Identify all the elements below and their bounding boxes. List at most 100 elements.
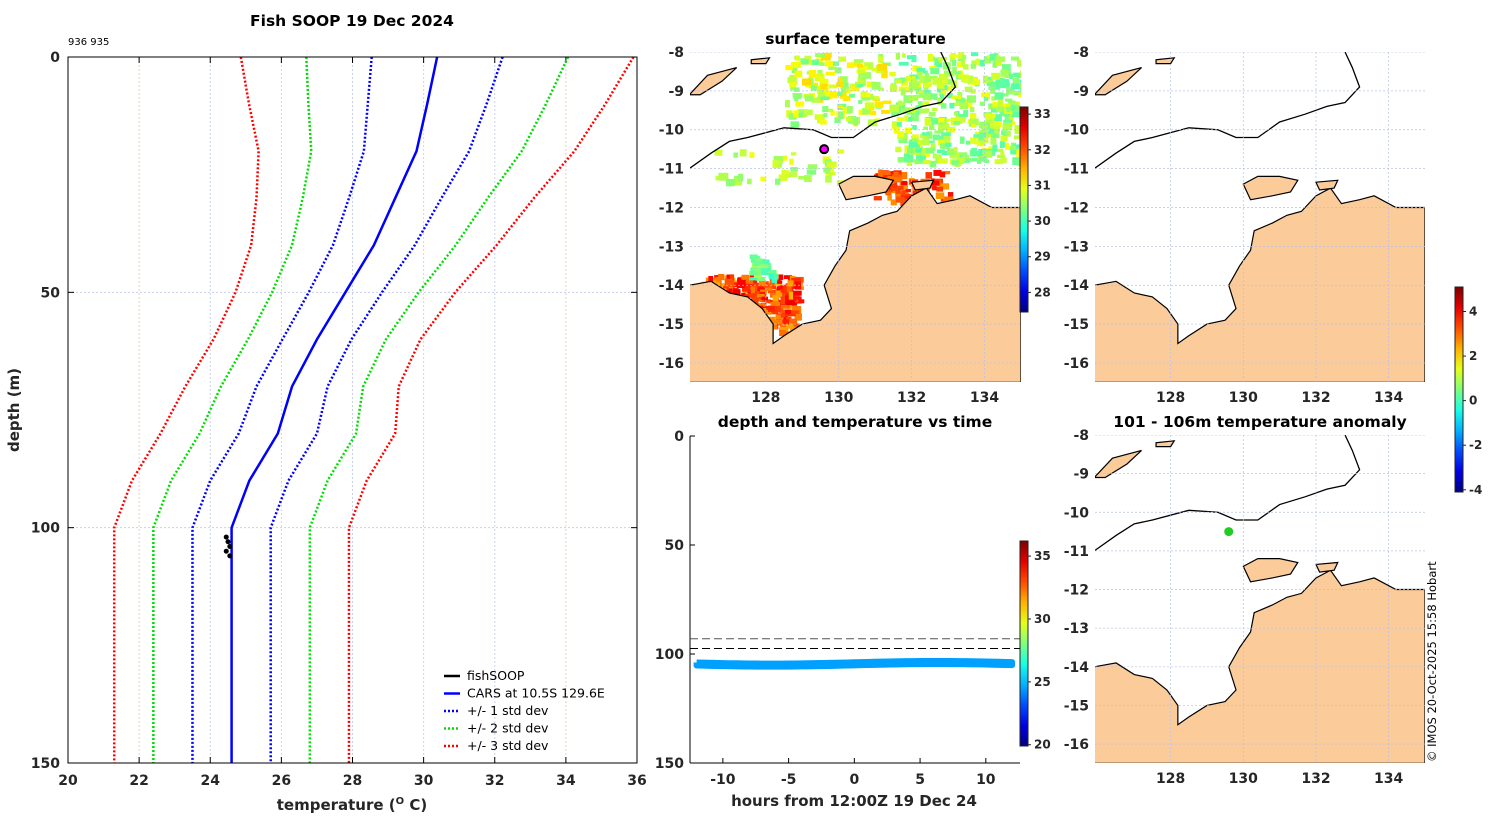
sst-pixel (782, 319, 790, 325)
time-temperature-colorbar: 20 25 30 35 (1019, 540, 1051, 752)
sst-pixel (897, 136, 907, 140)
sst-pixel (834, 117, 841, 124)
sst-pixel (943, 86, 953, 91)
sst-pixel (783, 275, 793, 280)
sst-pixel (793, 290, 802, 296)
sst-pixel (922, 160, 931, 165)
lat-tick-label: -14 (1064, 660, 1090, 676)
x-tick-label: 36 (627, 773, 646, 789)
sst-pixel (1019, 83, 1021, 89)
sst-pixel (1010, 56, 1020, 61)
lon-tick-label: 132 (1301, 771, 1330, 787)
sst-pixel (1009, 73, 1014, 80)
sst-pixel (787, 280, 794, 287)
land-island (750, 57, 771, 65)
lat-tick-label: -11 (1064, 544, 1089, 560)
sst-pixel (978, 138, 989, 144)
sst-pixel (988, 128, 995, 135)
sst-pixel (793, 110, 799, 118)
colorbar-tick-label: -2 (1469, 438, 1482, 452)
cars-line (230, 56, 439, 763)
sst-pixel (906, 159, 912, 166)
sst-pixel (853, 59, 864, 63)
fishsoop-point (227, 543, 233, 549)
sst-pixel (936, 149, 945, 154)
sst-pixel (986, 82, 995, 87)
sst-pixel (963, 64, 969, 70)
sst-pixel (786, 300, 795, 306)
sst-pixel (935, 192, 945, 200)
sst-pixel (925, 150, 931, 157)
sst-pixel (836, 82, 845, 87)
sst-pixel (771, 273, 779, 280)
colorbar-tick-label: 31 (1034, 178, 1051, 192)
sst-pixel (788, 291, 794, 300)
sst-pixel (776, 274, 784, 280)
sst-pixel (988, 86, 995, 91)
sst-pixel (893, 171, 899, 176)
sst-pixel (749, 293, 756, 298)
sst-pixel (864, 102, 875, 110)
sst-pixel (941, 132, 951, 137)
lon-tick-label: 134 (970, 390, 999, 406)
sst-pixel (761, 296, 769, 301)
lon-tick-label: 128 (751, 390, 780, 406)
sst-pixel (827, 171, 836, 176)
sst-pixel (904, 115, 909, 122)
sst-pixel (1019, 70, 1021, 77)
lat-tick-label: -10 (659, 123, 685, 139)
lon-tick-label: 134 (1374, 771, 1403, 787)
sst-pixel (920, 139, 930, 146)
sst-pixel (755, 286, 765, 292)
sst-pixel (724, 280, 735, 288)
temperature-anomaly-map: 128 130 132 134 -8 -9 -10 -11 -12 -13 -14 -15 -16 101… (1064, 413, 1425, 787)
sst-pixel (757, 284, 767, 288)
sst-pixel (944, 142, 952, 147)
sst-pixel (790, 152, 797, 156)
sst-pixel (906, 111, 916, 115)
sst-pixel (828, 66, 837, 70)
anomaly-colorbar: -4 -2 0 2 4 (1454, 286, 1482, 497)
sst-pixel (949, 152, 960, 159)
sst-pixel (1004, 142, 1009, 150)
sst-pixel (957, 62, 966, 68)
sst-pixel (995, 56, 1005, 63)
sst-pixel (792, 93, 803, 98)
land-cobourg (1315, 561, 1339, 573)
colorbar-tick-label: 28 (1034, 285, 1051, 299)
sst-pixel (960, 97, 965, 103)
sst-pixel (983, 56, 992, 61)
sst-pixel (937, 97, 944, 106)
lat-tick-label: -9 (668, 84, 684, 100)
sst-pixel (1004, 71, 1012, 79)
sst-pixel (780, 284, 787, 293)
sst-pixel (859, 66, 869, 71)
sst-pixel (937, 118, 945, 123)
sst-pixel (828, 91, 838, 99)
legend-entry: +/- 1 std dev (467, 703, 549, 718)
sst-pixel (824, 60, 835, 67)
sst-pixel (804, 55, 812, 62)
sst-pixel (1016, 59, 1021, 67)
land-timor (1095, 66, 1142, 96)
sst-pixel (955, 99, 961, 105)
sst-pixel (823, 113, 828, 118)
lat-tick-label: -8 (1073, 428, 1089, 444)
x-tick-label: 32 (485, 773, 504, 789)
x-tick-label: 30 (414, 773, 434, 789)
sst-pixel (811, 97, 821, 103)
sst-pixel (939, 171, 946, 178)
sst-pixel (920, 134, 927, 139)
sst-pixel (985, 117, 995, 125)
land-island (1155, 57, 1176, 65)
sst-pixel (774, 319, 784, 324)
sst-pixel (916, 69, 923, 76)
legend-entry: +/- 2 std dev (467, 721, 549, 736)
sst-pixel (940, 103, 947, 109)
colorbar-gradient (1019, 106, 1029, 313)
sst-pixel (991, 72, 1001, 80)
sst-pixel (887, 195, 892, 201)
sst-pixel (909, 95, 919, 101)
sst-pixel (783, 312, 788, 320)
